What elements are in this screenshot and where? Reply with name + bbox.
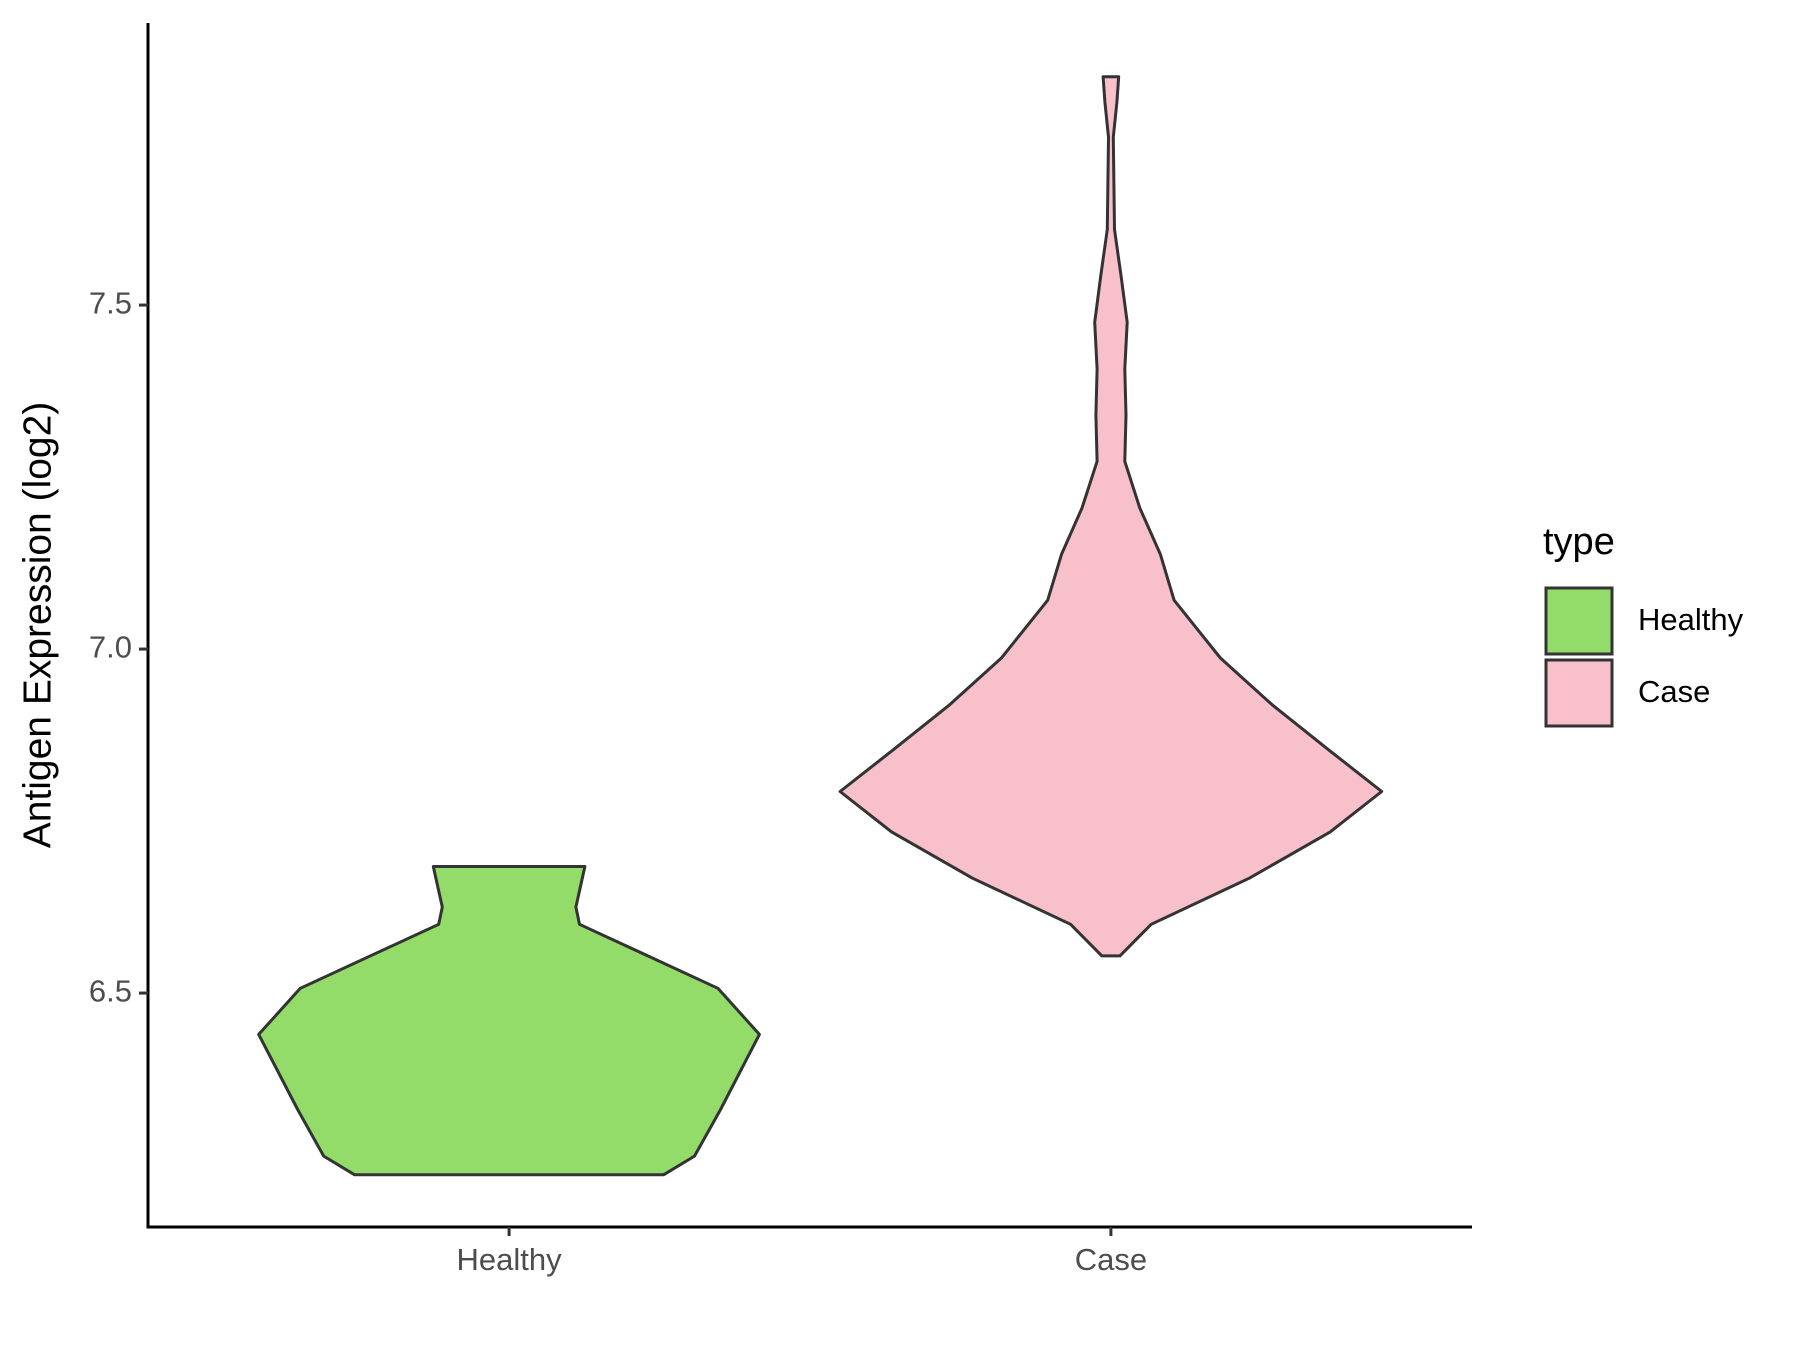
y-tick-label: 6.5 (89, 973, 132, 1008)
y-axis-title: Antigen Expression (log2) (16, 402, 59, 849)
x-tick-label: Case (1075, 1242, 1147, 1277)
violin (257, 865, 761, 1177)
legend-label: Case (1638, 674, 1710, 709)
legend-label: Healthy (1638, 602, 1744, 637)
legend-title: type (1543, 521, 1615, 563)
x-tick-label: Healthy (457, 1242, 563, 1277)
y-tick-label: 7.5 (89, 285, 132, 320)
violin (838, 75, 1384, 958)
legend-key (1544, 658, 1614, 728)
legend-key (1544, 586, 1614, 656)
y-tick-label: 7.0 (89, 629, 132, 664)
